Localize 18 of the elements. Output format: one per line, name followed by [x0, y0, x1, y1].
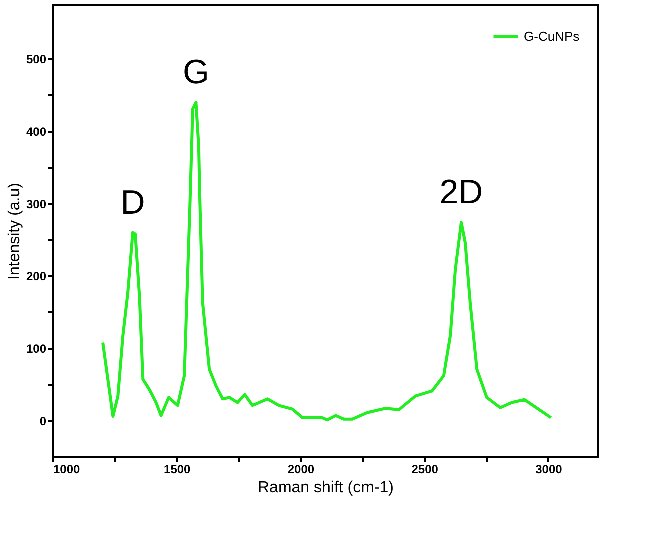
x-axis-title: Raman shift (cm-1): [258, 480, 394, 496]
y-tick-label: 200: [26, 270, 47, 284]
y-tick-label: 500: [26, 52, 47, 67]
x-tick-label: 1500: [164, 462, 192, 476]
y-tick-label: 100: [26, 342, 47, 356]
annotation: D: [120, 184, 146, 222]
annotation: G: [182, 54, 210, 92]
x-tick-label: 3000: [536, 462, 563, 476]
legend-label: G-CuNPs: [524, 29, 580, 44]
x-tick-label: 1000: [54, 462, 81, 476]
annotation: 2D: [440, 174, 484, 212]
line-series: [102, 101, 553, 422]
x-tick-label: 2500: [412, 462, 439, 476]
y-axis-title: Intensity (a.u): [6, 183, 24, 280]
y-tick-label: 400: [26, 125, 47, 140]
y-tick-label: 0: [40, 414, 47, 428]
x-tick-label: 2000: [288, 462, 315, 476]
y-tick-label: 300: [26, 197, 47, 212]
